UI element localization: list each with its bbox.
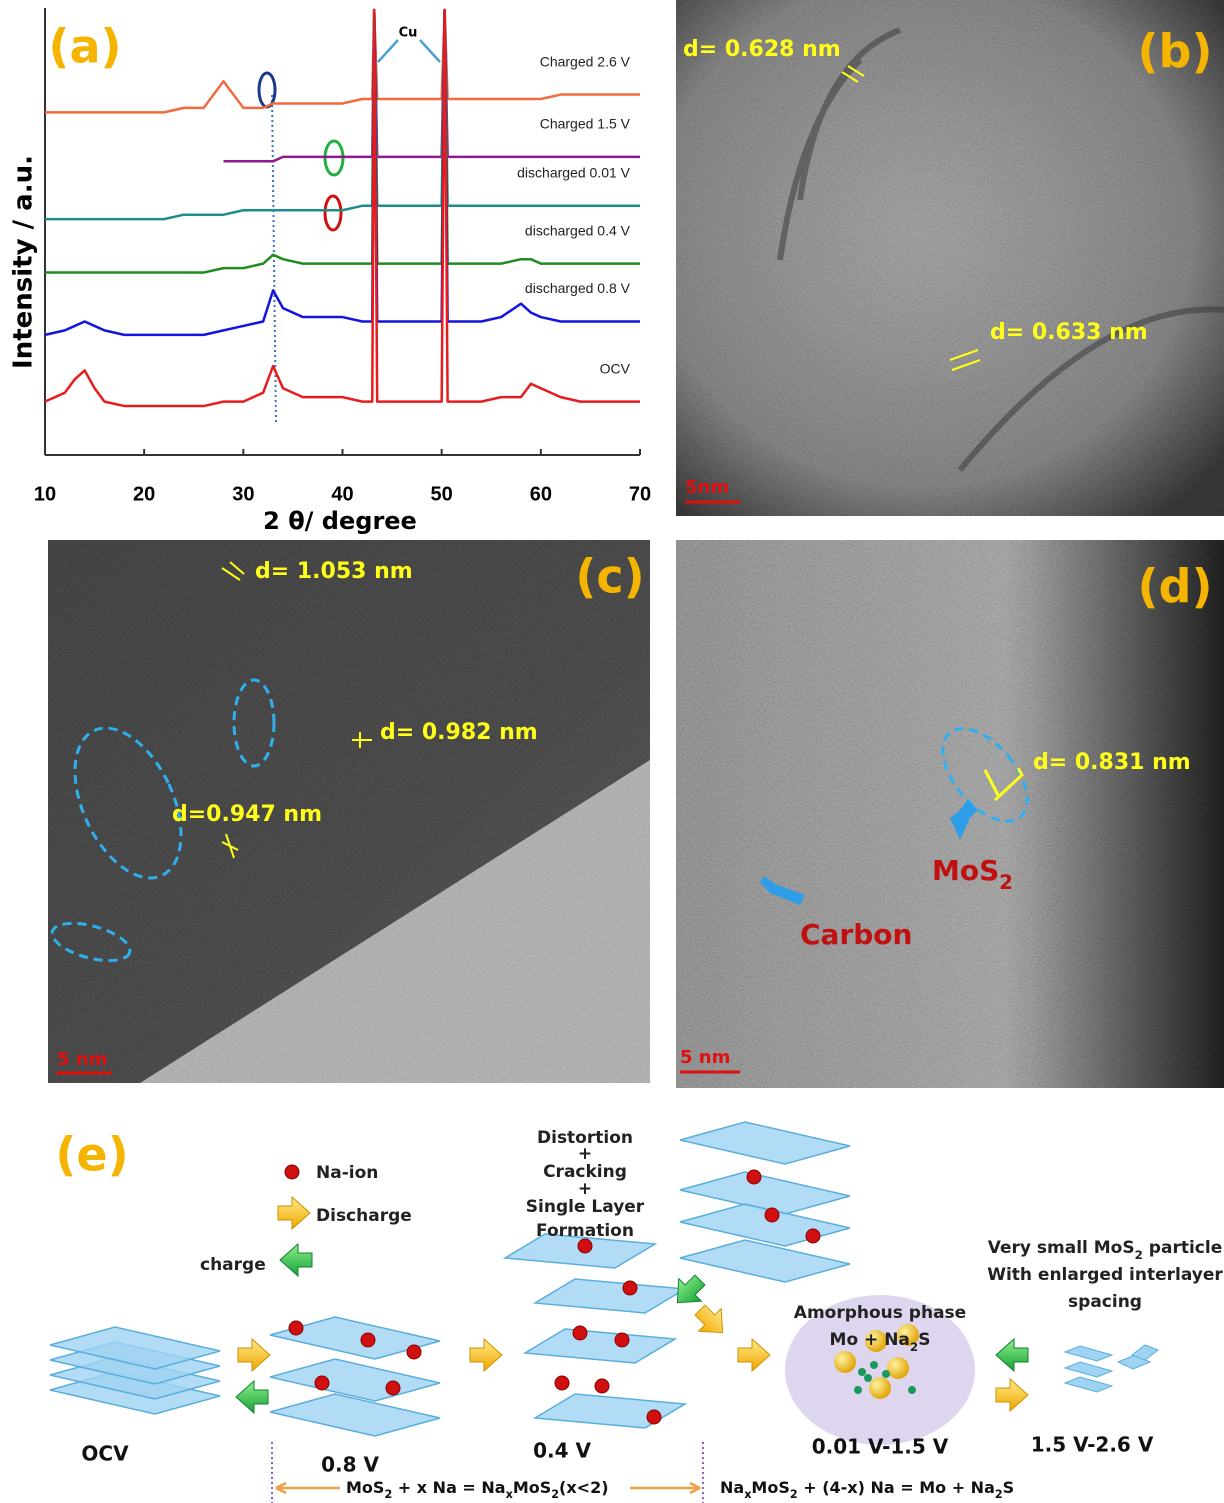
legend-label: Na-ion [316, 1163, 378, 1183]
text-part: S [918, 1330, 930, 1350]
stage-label: 0.8 V [321, 1453, 379, 1477]
scale-bar-label: 5nm [685, 477, 729, 498]
spacing-label: d= 0.628 nm [683, 37, 841, 62]
equation: MoS2 + x Na = NaxMoS2(x<2) [346, 1478, 609, 1501]
subscript: 2 [384, 1488, 392, 1501]
series-label: discharged 0.01 V [517, 165, 631, 181]
subscript: 2 [551, 1488, 559, 1501]
phase-label: Amorphous phase [794, 1303, 966, 1323]
panel-label: (a) [48, 20, 121, 74]
panel-d [676, 540, 1224, 1088]
stage-label: 1.5 V-2.6 V [1031, 1433, 1154, 1457]
panel-label: (d) [1138, 560, 1213, 614]
data-line [45, 10, 640, 406]
series-label: Charged 1.5 V [540, 116, 631, 132]
equation: NaxMoS2 + (4-x) Na = Mo + Na2S [720, 1478, 1014, 1501]
process-label: + [578, 1179, 592, 1199]
stage-label: 0.01 V-1.5 V [812, 1435, 949, 1459]
x-tick-label: 50 [431, 483, 453, 505]
y-axis-label: Intensity / a.u. [9, 155, 39, 369]
subscript: 2 [910, 1340, 918, 1354]
panel-label: (b) [1138, 25, 1213, 79]
text-part: MoS [932, 854, 999, 887]
text-part: MoS [346, 1478, 384, 1497]
text-part: Mo + Na [830, 1330, 910, 1350]
text-part: + x Na = Na [392, 1478, 505, 1497]
x-axis-label: 2 θ/ degree [263, 507, 417, 535]
process-label: + [578, 1144, 592, 1164]
text-part: S [1003, 1478, 1015, 1497]
figure: (a) Cu Intensity / a.u. 2 θ/ degree (b) … [0, 0, 1224, 1503]
panel-label: (c) [575, 550, 644, 604]
subscript: 2 [999, 871, 1013, 894]
legend-label: charge [200, 1255, 266, 1275]
scale-bar-label: 5 nm [57, 1049, 107, 1070]
annotation: Cu [399, 26, 418, 41]
subscript: 2 [1135, 1248, 1143, 1262]
spacing-label: d= 0.982 nm [380, 720, 538, 745]
x-tick-label: 10 [34, 483, 56, 505]
series-label: discharged 0.4 V [525, 222, 631, 238]
series-label: discharged 0.8 V [525, 280, 631, 296]
spacing-label: d= 0.831 nm [1033, 750, 1191, 775]
series-label: OCV [600, 360, 631, 376]
particle-label: Very small MoS2 particle [988, 1238, 1222, 1262]
data-line [224, 10, 641, 161]
spacing-label: d=0.947 nm [172, 802, 322, 827]
spacing-label: d= 0.633 nm [990, 320, 1148, 345]
text-part: Na [720, 1478, 744, 1497]
text-part: (x<2) [559, 1478, 608, 1497]
stage-label: OCV [81, 1442, 129, 1466]
x-tick-label: 40 [331, 483, 353, 505]
x-tick-label: 70 [629, 483, 651, 505]
particle-label: With enlarged interlayer [987, 1265, 1223, 1285]
panel-label: (e) [55, 1128, 128, 1182]
stage-label: 0.4 V [533, 1439, 591, 1463]
text-part: Very small MoS [988, 1238, 1135, 1258]
text-part: + (4-x) Na = Mo + Na [798, 1478, 995, 1497]
text-part: MoS [513, 1478, 551, 1497]
legend-label: Discharge [316, 1206, 412, 1226]
particle-label: spacing [1068, 1292, 1142, 1312]
text-part: MoS [751, 1478, 789, 1497]
series-label: Charged 2.6 V [540, 53, 631, 69]
x-tick-label: 60 [530, 483, 552, 505]
subscript: 2 [995, 1488, 1003, 1501]
x-tick-label: 20 [133, 483, 155, 505]
subscript: 2 [790, 1488, 798, 1501]
process-label: Single Layer [526, 1197, 645, 1217]
spacing-label: d= 1.053 nm [255, 559, 413, 584]
text-part: particle [1143, 1238, 1222, 1258]
panel-c [48, 540, 650, 1083]
process-label: Distortion+Cracking+Single LayerFormatio… [526, 1128, 645, 1241]
scale-bar-label: 5 nm [680, 1047, 730, 1068]
x-tick-label: 30 [232, 483, 254, 505]
phase-label: Carbon [800, 918, 912, 951]
process-label: Formation [536, 1221, 634, 1241]
